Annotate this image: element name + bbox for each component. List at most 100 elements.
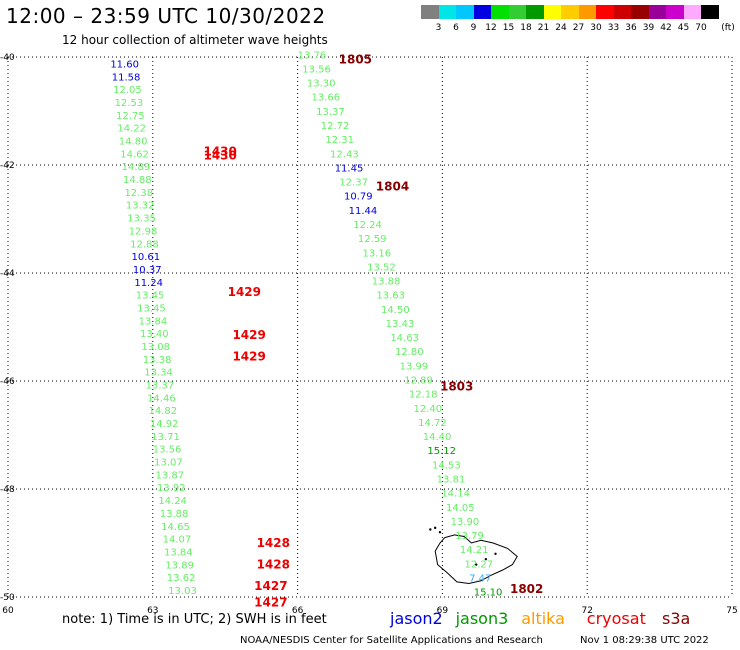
track2-wave-height: 13.90	[451, 517, 480, 528]
track1-wave-height: 11.24	[134, 278, 163, 289]
track2-wave-height: 15.12	[427, 446, 456, 457]
track2-wave-height: 12.59	[358, 234, 387, 245]
track2-wave-height: 12.27	[465, 559, 494, 570]
islet-dot	[474, 563, 478, 566]
time-label-left: 1429	[232, 328, 265, 342]
track2-wave-height: 14.63	[390, 333, 419, 344]
track2-wave-height: 15.10	[474, 588, 503, 599]
islet-dot	[429, 528, 432, 531]
scale-swatch	[526, 5, 544, 19]
track2-wave-height: 14.40	[423, 432, 452, 443]
track2-wave-height: 10.79	[344, 192, 373, 203]
track1-wave-height: 13.37	[146, 381, 175, 392]
track2-wave-height: 12.72	[321, 121, 350, 132]
track1-wave-height: 14.62	[120, 149, 149, 160]
time-label-left: 1429	[232, 350, 265, 364]
scale-swatch	[631, 5, 649, 19]
track2-wave-height: 14.50	[381, 305, 410, 316]
scale-label: 42	[660, 23, 672, 33]
track2-wave-height: 14.72	[418, 418, 447, 429]
track1-wave-height: 13.07	[154, 458, 183, 469]
lat-tick-label: -42	[0, 161, 15, 171]
scale-label: 70	[695, 23, 707, 33]
track1-wave-height: 10.37	[133, 265, 162, 276]
track1-wave-height: 10.61	[132, 252, 161, 263]
track1-wave-height: 13.40	[140, 329, 169, 340]
scale-swatch	[596, 5, 614, 19]
credit-line: NOAA/NESDIS Center for Satellite Applica…	[240, 635, 543, 646]
time-label-right: 1802	[510, 582, 543, 596]
track1-wave-height: 12.75	[116, 111, 145, 122]
track1-wave-height: 13.84	[164, 547, 193, 558]
scale-label: 21	[537, 23, 550, 33]
scale-label: 9	[470, 23, 477, 33]
track2-wave-height: 13.66	[312, 93, 341, 104]
track1-wave-height: 13.92	[157, 483, 186, 494]
time-label-left: 1429	[228, 285, 261, 299]
track2-wave-height: 12.80	[395, 347, 424, 358]
track2-wave-height: 13.43	[386, 319, 415, 330]
time-label-left: 1427	[254, 579, 287, 593]
track1-wave-height: 13.38	[143, 355, 172, 366]
time-label-left: 1430	[203, 145, 236, 159]
track1-wave-height: 11.60	[110, 59, 139, 70]
track1-wave-height: 13.08	[141, 342, 170, 353]
track1-wave-height: 13.84	[139, 316, 168, 327]
track2-wave-height: 14.14	[441, 489, 470, 500]
time-label-left: 1428	[257, 536, 290, 550]
time-label-left: 1427	[254, 595, 287, 609]
track2-wave-height: 12.40	[414, 404, 443, 415]
islet-dot	[494, 552, 497, 555]
track1-wave-height: 13.34	[144, 368, 173, 379]
track2-wave-height: 12.43	[330, 149, 359, 160]
satellite-label: jason3	[455, 609, 509, 628]
track1-wave-height: 13.32	[126, 201, 155, 212]
scale-swatch	[683, 5, 701, 19]
scale-swatch	[473, 5, 491, 19]
scale-label: 45	[677, 23, 690, 33]
track2-wave-height: 12.37	[339, 178, 368, 189]
track1-wave-height: 14.65	[161, 522, 190, 533]
scale-label: 6	[453, 23, 459, 33]
scale-swatch	[613, 5, 631, 19]
track2-wave-height: 13.99	[400, 361, 429, 372]
track1-wave-height: 13.88	[160, 509, 189, 520]
track1-wave-height: 13.45	[136, 291, 165, 302]
track1-wave-height: 13.62	[167, 573, 196, 584]
track1-wave-height: 14.07	[163, 535, 192, 546]
islet-dot	[438, 531, 442, 534]
track1-wave-height: 14.82	[148, 406, 177, 417]
track2-wave-height: 14.21	[460, 545, 489, 556]
lon-tick-label: 60	[2, 606, 14, 616]
track1-wave-height: 14.80	[119, 137, 148, 148]
scale-swatch	[491, 5, 509, 19]
track2-wave-height: 12.24	[353, 220, 382, 231]
islet-dot	[433, 526, 437, 530]
track1-wave-height: 14.88	[123, 175, 152, 186]
scale-swatch	[666, 5, 684, 19]
lat-tick-label: -40	[0, 53, 15, 63]
track2-wave-height: 14.05	[446, 503, 475, 514]
track2-wave-height: 13.81	[437, 474, 466, 485]
kerguelen-island-outline	[434, 534, 518, 585]
scale-label: 39	[642, 23, 655, 33]
units-note: note: 1) Time is in UTC; 2) SWH is in fe…	[62, 612, 327, 627]
page-subtitle: 12 hour collection of altimeter wave hei…	[62, 33, 328, 47]
lon-tick-label: 63	[147, 606, 158, 616]
scale-unit: (ft)	[721, 23, 735, 33]
scale-label: 33	[607, 23, 620, 33]
track1-wave-height: 13.35	[127, 214, 156, 225]
scale-label: 12	[485, 23, 497, 33]
track2-wave-height: 13.56	[302, 64, 331, 75]
track1-wave-height: 13.03	[168, 586, 197, 597]
generated-timestamp: Nov 1 08:29:38 UTC 2022	[580, 635, 709, 646]
lon-tick-label: 66	[292, 606, 304, 616]
lat-tick-label: -50	[0, 593, 15, 603]
islet-dot	[484, 558, 488, 561]
time-label-right: 1804	[376, 180, 409, 194]
time-label-left: 1428	[257, 558, 290, 572]
track2-wave-height: 13.79	[455, 531, 484, 542]
track1-wave-height: 12.05	[113, 85, 142, 96]
lat-tick-label: -46	[0, 377, 15, 387]
